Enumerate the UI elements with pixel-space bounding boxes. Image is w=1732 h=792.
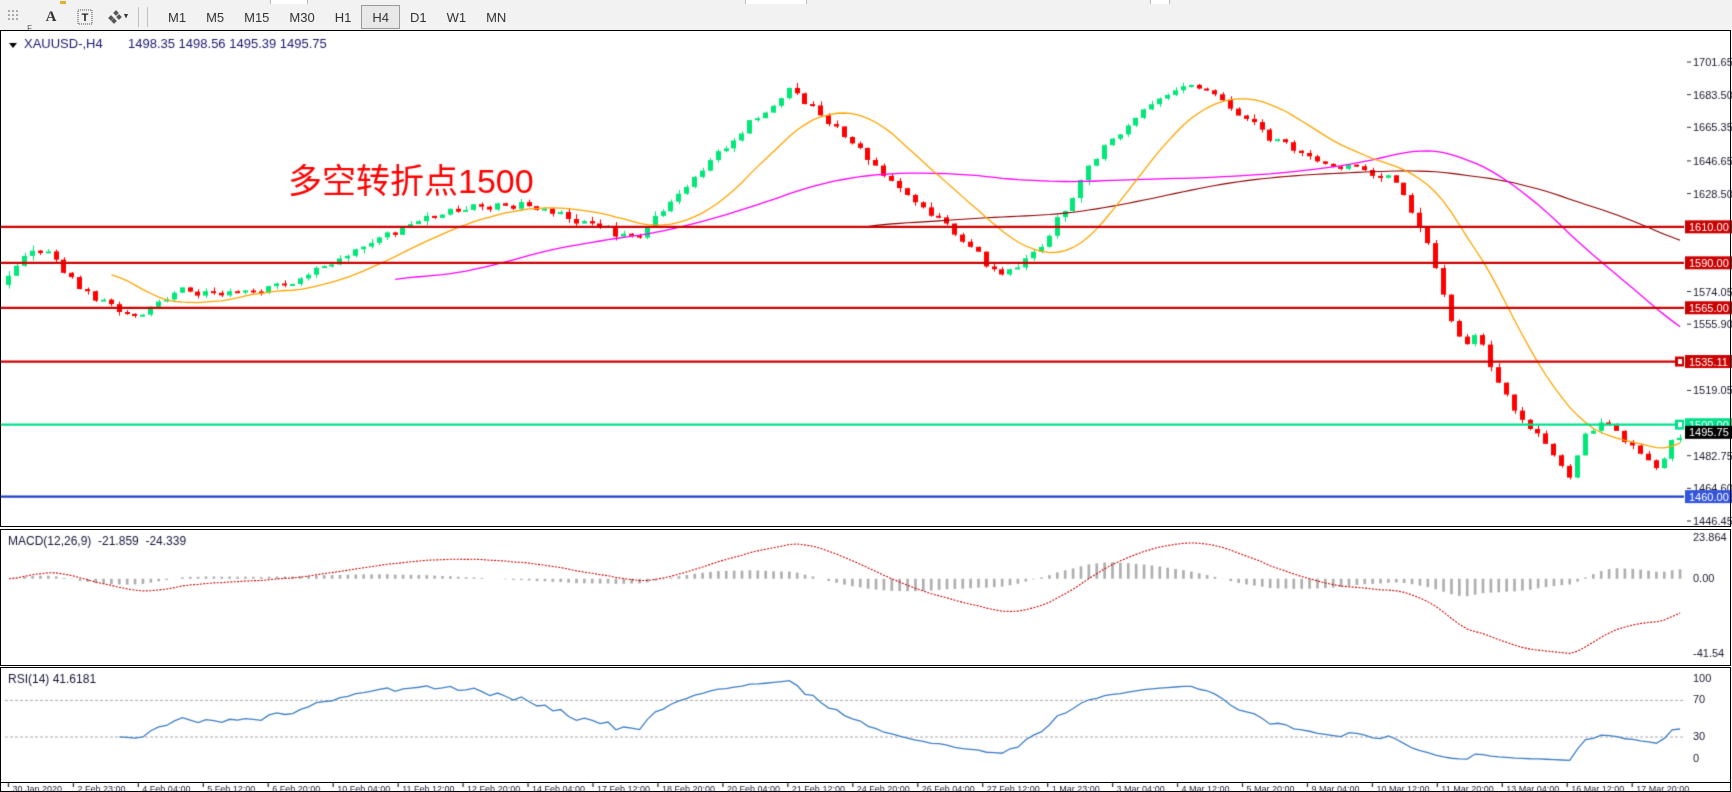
svg-text:T: T <box>82 12 89 24</box>
